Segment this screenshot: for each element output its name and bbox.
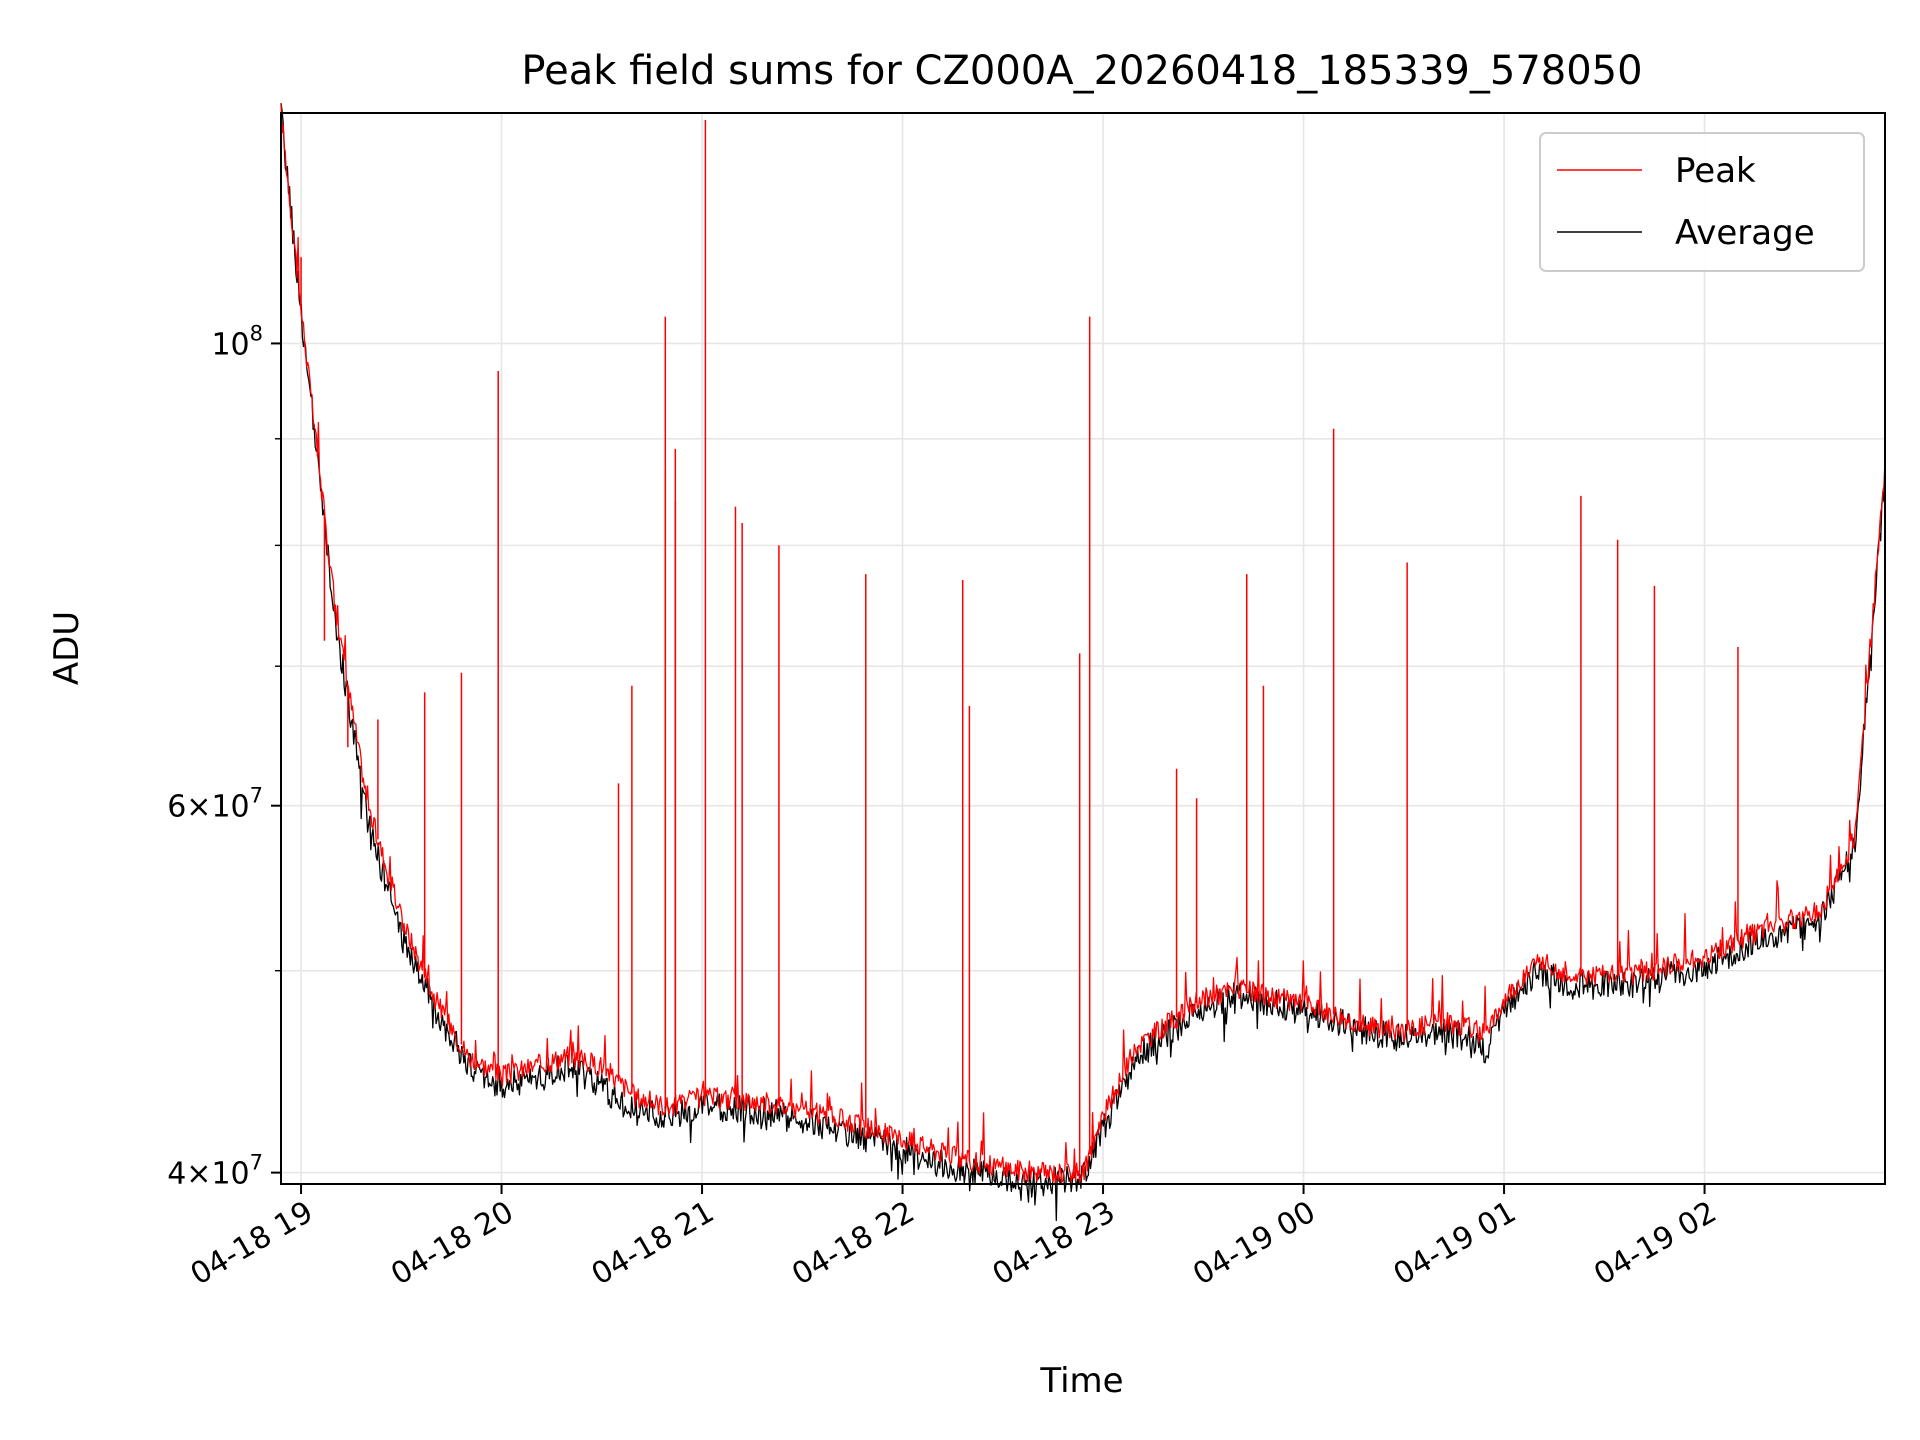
plot-frame xyxy=(280,112,1886,1185)
legend: Peak Average xyxy=(1539,132,1865,272)
x-axis-label: Time xyxy=(1039,1361,1123,1401)
legend-label-average: Average xyxy=(1675,213,1815,253)
series-line-peak xyxy=(280,104,1886,1184)
y-axis-label: ADU xyxy=(47,611,87,685)
y-tick-label: 4×107 xyxy=(167,1151,263,1192)
plot-series xyxy=(280,103,1886,1222)
chart-title: Peak field sums for CZ000A_20260418_1853… xyxy=(521,48,1642,94)
y-tick-label: 6×107 xyxy=(167,784,263,825)
y-tick-label: 108 xyxy=(211,321,263,362)
legend-box xyxy=(1539,132,1865,272)
legend-label-peak: Peak xyxy=(1675,151,1756,191)
